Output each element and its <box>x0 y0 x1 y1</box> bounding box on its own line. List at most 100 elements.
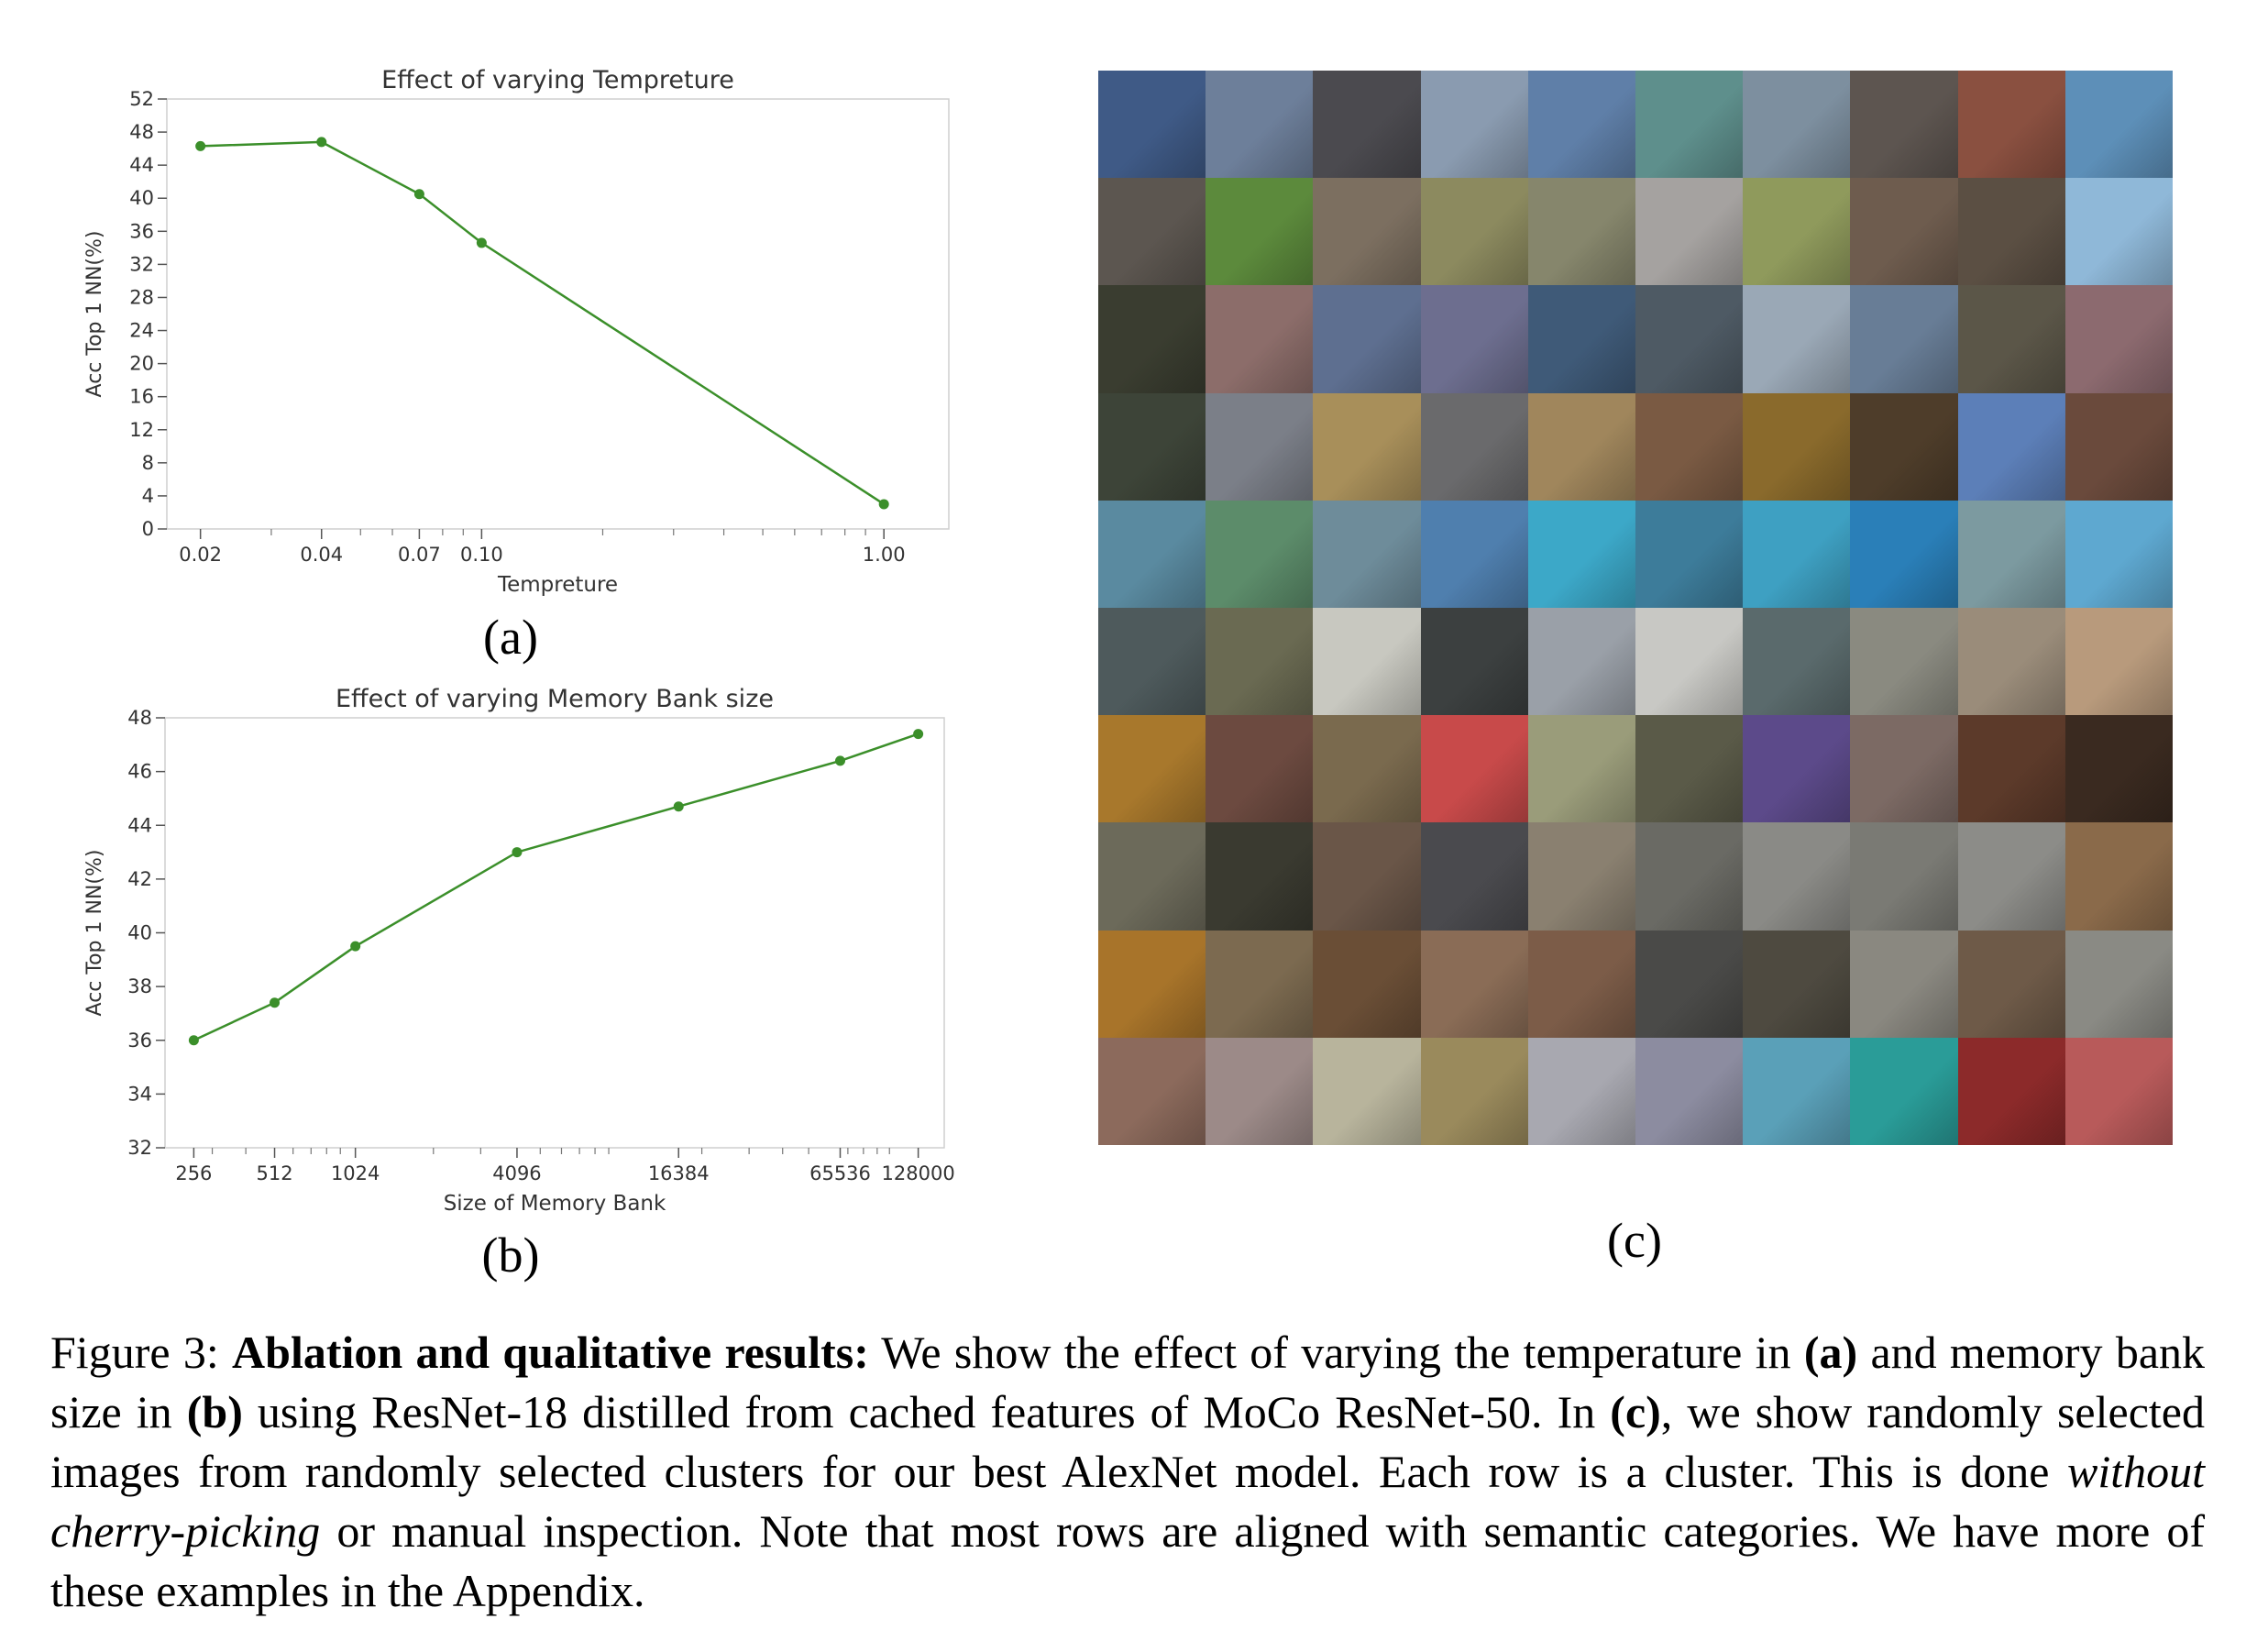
y-tick-label: 24 <box>129 320 154 342</box>
cluster-image-arctic-white-animals <box>1850 607 1958 716</box>
cluster-image-fabrics-textiles <box>1313 1037 1421 1145</box>
cluster-image-people-with-fish <box>1420 285 1528 393</box>
cluster-image-wine-barrels <box>1635 930 1744 1038</box>
cluster-image-swimming-water <box>1850 500 1958 608</box>
cluster-image-fabrics-textiles <box>1527 1037 1635 1145</box>
caption-bold-title: Ablation and qualitative results: <box>232 1327 869 1378</box>
cluster-image-ornate-metal-objects <box>1743 392 1851 501</box>
cluster-image-swimming-water <box>1635 500 1744 608</box>
y-tick-label: 44 <box>127 814 152 836</box>
cluster-image-sailing-ships <box>1635 71 1744 179</box>
cluster-image-arctic-white-animals <box>1098 607 1206 716</box>
cluster-image-people-with-fish <box>1743 285 1851 393</box>
cluster-image-people-with-fish <box>1635 285 1744 393</box>
cluster-image-sailing-ships <box>1743 71 1851 179</box>
data-point <box>316 137 327 148</box>
cluster-image-rocky-enclosures <box>1527 822 1635 931</box>
cluster-image-ornate-metal-objects <box>1206 392 1314 501</box>
cluster-image-sailing-ships <box>1850 71 1958 179</box>
series-line <box>200 140 885 505</box>
cluster-image-ornate-metal-objects <box>1420 392 1528 501</box>
cluster-image-hamsters <box>1206 715 1314 823</box>
cluster-image-ostriches <box>1635 178 1744 286</box>
y-tick-label: 48 <box>127 707 152 729</box>
y-tick-label: 42 <box>127 868 152 890</box>
x-axis-label: Size of Memory Bank <box>444 1192 666 1216</box>
caption-figure-label: Figure 3: <box>50 1327 219 1378</box>
data-point <box>188 1035 199 1046</box>
y-tick-label: 16 <box>129 386 154 408</box>
cluster-image-sailing-ships <box>1420 71 1528 179</box>
y-tick-label: 46 <box>127 761 152 783</box>
cluster-image-swimming-water <box>2064 500 2173 608</box>
subfigure-label-a: (a) <box>483 610 538 665</box>
data-point <box>835 755 846 766</box>
cluster-image-sailing-ships <box>1527 71 1635 179</box>
caption-ref-b: (b) <box>186 1386 243 1437</box>
cluster-image-rocky-enclosures <box>1850 822 1958 931</box>
x-tick-label: 256 <box>175 1162 212 1184</box>
y-tick-label: 40 <box>127 922 152 944</box>
data-point <box>270 997 281 1008</box>
cluster-image-wine-barrels <box>1098 930 1206 1038</box>
cluster-image-fabrics-textiles <box>1206 1037 1314 1145</box>
data-point <box>878 499 889 510</box>
cluster-image-arctic-white-animals <box>2064 607 2173 716</box>
y-tick-label: 48 <box>129 121 154 143</box>
cluster-image-fabrics-textiles <box>1420 1037 1528 1145</box>
data-point <box>512 847 523 858</box>
cluster-image-hamsters <box>1850 715 1958 823</box>
y-tick-label: 34 <box>127 1083 152 1105</box>
cluster-image-ostriches <box>1527 178 1635 286</box>
cluster-image-rocky-enclosures <box>1743 822 1851 931</box>
y-tick-label: 0 <box>142 518 154 540</box>
cluster-image-fabrics-textiles <box>1635 1037 1744 1145</box>
caption-text-2: and memory bank size in <box>50 1327 2206 1437</box>
cluster-image-swimming-water <box>1206 500 1314 608</box>
cluster-image-people-with-fish <box>1850 285 1958 393</box>
cluster-image-arctic-white-animals <box>1743 607 1851 716</box>
cluster-image-ornate-metal-objects <box>1635 392 1744 501</box>
plot-frame <box>166 98 950 530</box>
x-tick-label: 0.02 <box>179 544 222 566</box>
caption-ref-a: (a) <box>1803 1327 1858 1378</box>
x-tick-label: 65536 <box>809 1162 871 1184</box>
y-axis-label: Acc Top 1 NN(%) <box>83 231 106 398</box>
chart-temperature: Effect of varying Tempreture Tempreture Ac… <box>83 66 950 597</box>
cluster-image-hamsters <box>1420 715 1528 823</box>
x-tick-label: 512 <box>256 1162 292 1184</box>
cluster-image-arctic-white-animals <box>1313 607 1421 716</box>
data-point <box>413 189 424 200</box>
cluster-image-fabrics-textiles <box>1957 1037 2065 1145</box>
cluster-image-fabrics-textiles <box>1098 1037 1206 1145</box>
x-tick-label: 0.04 <box>300 544 343 566</box>
cluster-image-ornate-metal-objects <box>1313 392 1421 501</box>
cluster-image-wine-barrels <box>1313 930 1421 1038</box>
x-tick-label: 0.07 <box>398 544 441 566</box>
cluster-image-arctic-white-animals <box>1206 607 1314 716</box>
cluster-image-rocky-enclosures <box>1420 822 1528 931</box>
cluster-image-swimming-water <box>1527 500 1635 608</box>
cluster-image-hamsters <box>2064 715 2173 823</box>
cluster-image-sailing-ships <box>1098 71 1206 179</box>
subfigure-label-b: (b) <box>481 1228 540 1283</box>
y-tick-label: 32 <box>127 1137 152 1159</box>
x-tick-label: 1024 <box>331 1162 380 1184</box>
cluster-image-rocky-enclosures <box>2064 822 2173 931</box>
cluster-image-ostriches <box>1420 178 1528 286</box>
chart-title: Effect of varying Tempreture <box>381 66 734 94</box>
figure-caption: Figure 3: Ablation and qualitative resul… <box>50 1323 2205 1621</box>
cluster-image-hamsters <box>1527 715 1635 823</box>
cluster-image-sailing-ships <box>1957 71 2065 179</box>
cluster-image-ostriches <box>1957 178 2065 286</box>
cluster-image-wine-barrels <box>2064 930 2173 1038</box>
cluster-image-hamsters <box>1098 715 1206 823</box>
subfigure-label-c: (c) <box>1607 1213 1662 1268</box>
cluster-image-people-with-fish <box>1527 285 1635 393</box>
cluster-image-rocky-enclosures <box>1635 822 1744 931</box>
cluster-image-ornate-metal-objects <box>1527 392 1635 501</box>
y-tick-label: 28 <box>129 286 154 308</box>
cluster-image-sailing-ships <box>2064 71 2173 179</box>
cluster-image-wine-barrels <box>1957 930 2065 1038</box>
cluster-image-wine-barrels <box>1420 930 1528 1038</box>
